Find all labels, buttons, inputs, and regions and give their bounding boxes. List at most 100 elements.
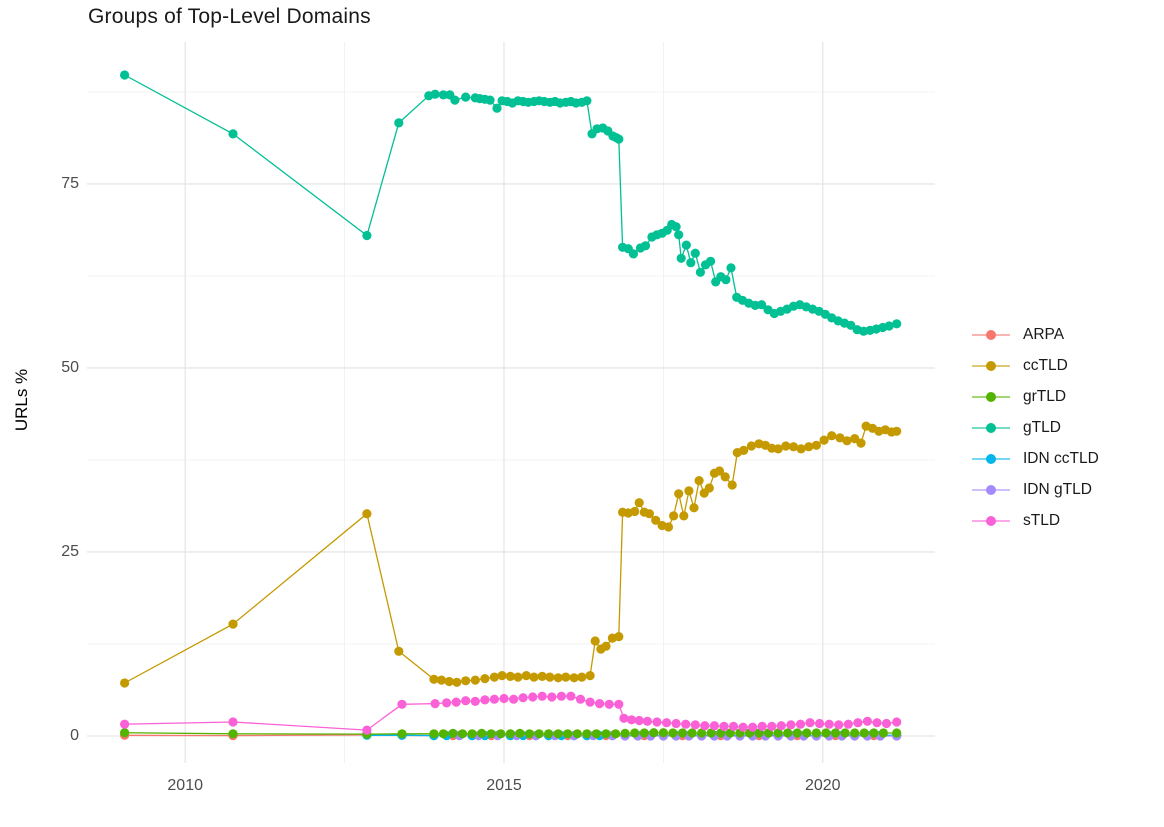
data-point-stld [604, 699, 614, 709]
y-tick-label-50: 50 [61, 358, 79, 376]
data-point-grtld [658, 728, 669, 738]
legend-key-icon [972, 388, 1010, 406]
data-point-gtld [686, 258, 696, 268]
data-point-cctld [362, 509, 372, 519]
data-point-cctld [842, 436, 852, 446]
data-point-cctld [489, 672, 499, 682]
data-point-cctld [630, 506, 640, 517]
data-point-stld [566, 691, 576, 701]
data-point-grtld [448, 728, 458, 739]
legend-key-icon [972, 419, 1010, 437]
data-point-stld [671, 718, 681, 729]
data-point-cctld [773, 444, 783, 454]
data-point-stld [892, 717, 902, 727]
data-point-cctld [601, 641, 611, 651]
data-point-stld [362, 725, 372, 735]
data-point-gtld [695, 267, 706, 277]
data-point-gtld [450, 95, 460, 105]
data-point-grtld [429, 729, 439, 739]
data-point-grtld [544, 729, 554, 739]
data-point-stld [843, 719, 853, 729]
data-point-stld [575, 694, 586, 704]
legend-key-icon [972, 450, 1010, 468]
data-point-cctld [704, 483, 714, 493]
data-point-stld [619, 713, 629, 723]
data-point-grtld [859, 728, 869, 738]
data-point-grtld [792, 728, 802, 738]
data-point-gtld [640, 241, 651, 251]
data-point-grtld [591, 729, 602, 739]
data-point-stld [556, 691, 567, 701]
legend-key-dot [986, 422, 996, 433]
data-point-gtld [846, 320, 856, 330]
data-point-gtld [690, 248, 700, 258]
data-point-stld [614, 699, 624, 709]
data-point-cctld [835, 433, 845, 443]
legend-key-dot [986, 391, 996, 402]
data-point-gtld [671, 222, 681, 232]
data-point-stld [634, 715, 644, 726]
y-tick-label-25: 25 [61, 542, 79, 560]
data-point-gtld [485, 95, 495, 105]
data-point-cctld [461, 676, 471, 686]
data-point-cctld [569, 673, 579, 683]
data-point-grtld [467, 729, 477, 739]
data-point-stld [881, 718, 892, 729]
data-point-gtld [438, 90, 448, 100]
data-point-stld [518, 693, 528, 703]
data-point-cctld [634, 498, 644, 508]
legend-key-icon [972, 357, 1010, 375]
data-point-gtld [492, 103, 502, 113]
data-point-stld [834, 720, 844, 730]
data-point-stld [508, 694, 519, 704]
data-point-stld [547, 692, 557, 702]
data-point-grtld [811, 728, 822, 738]
data-point-gtld [228, 129, 238, 139]
data-point-gtld [706, 256, 716, 266]
data-point-grtld [706, 728, 716, 738]
data-point-cctld [228, 619, 238, 629]
x-tick-label-2020: 2020 [804, 777, 841, 794]
data-point-grtld [830, 728, 841, 738]
legend-label: sTLD [1023, 511, 1061, 529]
legend-item-grtld: grTLD [972, 381, 1099, 412]
data-point-grtld [821, 728, 831, 738]
data-point-cctld [811, 440, 822, 450]
legend-key-dot [986, 453, 996, 464]
series-stld [120, 691, 902, 735]
data-point-grtld [783, 728, 793, 738]
data-point-cctld [529, 672, 539, 682]
data-point-cctld [521, 671, 531, 681]
data-point-grtld [677, 728, 688, 738]
data-point-stld [805, 718, 815, 728]
series-gtld [120, 70, 902, 336]
data-point-cctld [714, 466, 725, 476]
data-point-gtld [757, 300, 767, 310]
data-point-stld [728, 721, 739, 732]
data-point-cctld [720, 472, 730, 482]
legend-item-gtld: gTLD [972, 412, 1099, 443]
data-point-gtld [614, 134, 624, 144]
data-point-stld [489, 694, 499, 704]
data-point-cctld [470, 675, 480, 685]
legend-key-dot [986, 360, 996, 371]
data-point-cctld [781, 441, 791, 451]
data-point-stld [499, 693, 509, 704]
data-point-stld [480, 695, 490, 705]
y-tick-label-75: 75 [61, 174, 79, 192]
data-point-grtld [620, 728, 630, 739]
chart-title: Groups of Top-Level Domains [88, 5, 371, 28]
data-point-grtld [601, 729, 611, 739]
legend-item-cctld: ccTLD [972, 350, 1099, 381]
data-point-cctld [444, 676, 454, 687]
y-tick-label-0: 0 [70, 726, 79, 744]
legend-key-dot [986, 329, 996, 340]
data-point-grtld [697, 728, 707, 738]
legend-label: gTLD [1023, 418, 1061, 436]
data-point-grtld [840, 728, 850, 738]
data-point-cctld [436, 675, 447, 685]
legend-item-stld: sTLD [972, 505, 1099, 536]
legend-item-idn-gtld: IDN gTLD [972, 474, 1099, 505]
data-point-grtld [582, 729, 592, 739]
data-point-stld [120, 719, 130, 729]
